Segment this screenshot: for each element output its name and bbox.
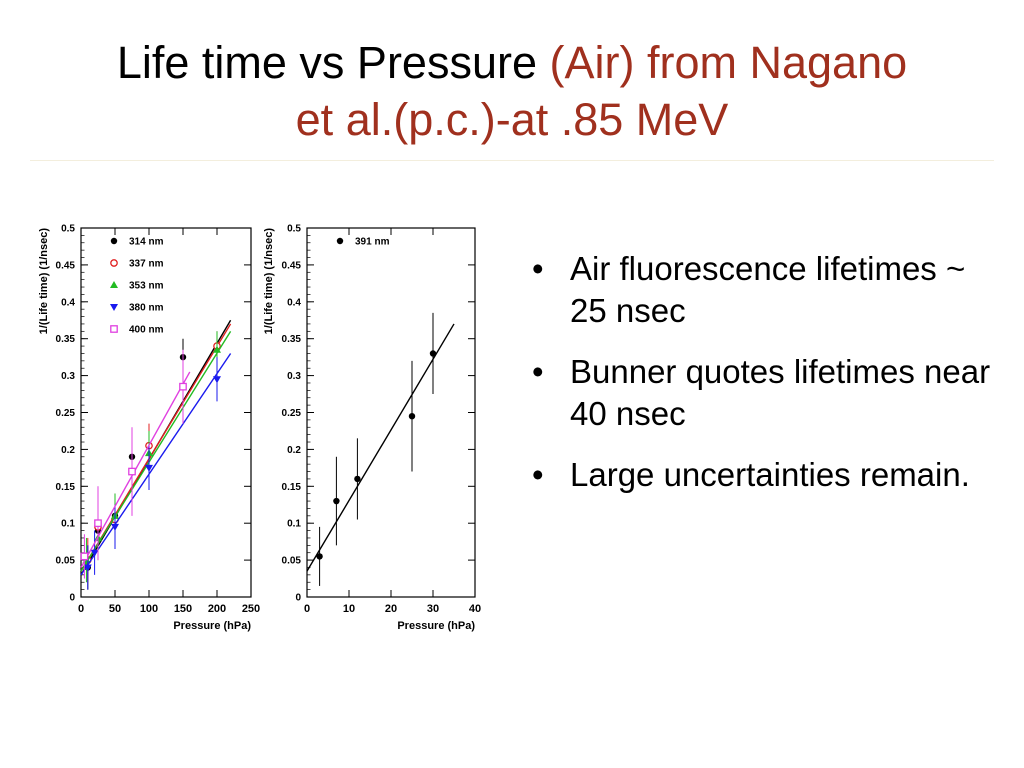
series-380-nm: [80, 353, 232, 590]
bullet-text: Large uncertainties remain.: [570, 456, 970, 493]
y-tick-label: 0.35: [56, 334, 76, 345]
x-tick-label: 100: [140, 603, 158, 615]
bullet-item: • Large uncertainties remain.: [530, 454, 1010, 496]
x-tick-label: 150: [174, 603, 192, 615]
data-point: [408, 412, 416, 420]
chart-figure: 0 0.05 0.1 0.15 0.2 0.25 0.3 0.35 0.4 0.45 0.5 0 50 1…: [38, 224, 481, 633]
title-divider: [30, 160, 994, 161]
data-point: [111, 523, 119, 531]
bullet-item: • Air fluorescence lifetimes ~ 25 nsec: [530, 248, 1010, 332]
bullet-text: Air fluorescence lifetimes ~ 25 nsec: [570, 250, 966, 329]
bullet-item: • Bunner quotes lifetimes near 40 nsec: [530, 351, 1010, 435]
data-point: [354, 475, 361, 483]
y-tick-label: 0.05: [282, 556, 302, 567]
x-tick-label: 250: [242, 603, 260, 615]
y-tick-label: 0.4: [287, 297, 301, 308]
y-tick-label: 0.35: [282, 334, 302, 345]
y-tick-label: 0.2: [287, 445, 301, 456]
y-tick-label: 0.15: [282, 482, 302, 493]
series-337-nm: [80, 323, 232, 583]
data-point: [336, 237, 344, 245]
bullet-dot-icon: •: [532, 250, 544, 287]
legend-label: 337 nm: [129, 259, 164, 270]
y-tick-label: 0.4: [61, 297, 75, 308]
plot-frame: [80, 227, 252, 598]
x-tick-label: 0: [78, 603, 84, 615]
data-point: [110, 325, 118, 333]
x-tick-label: 200: [208, 603, 226, 615]
data-point: [110, 281, 118, 288]
data-point: [333, 497, 340, 505]
data-point: [179, 382, 187, 391]
x-tick-label: 30: [427, 603, 439, 615]
legend-entry: 353 nm: [110, 281, 164, 292]
legend-entry: 337 nm: [110, 259, 164, 270]
y-tick-label: 0.1: [287, 519, 301, 530]
series-353-nm: [80, 330, 232, 583]
plot-frame: [306, 227, 476, 598]
y-tick-label: 0.1: [61, 519, 75, 530]
legend-entry: 400 nm: [110, 325, 164, 336]
y-tick-label: 0.3: [287, 371, 301, 382]
fit-line: [80, 353, 232, 576]
bullet-text: Bunner quotes lifetimes near 40 nsec: [570, 353, 991, 432]
title-main: Life time vs Pressure: [116, 37, 550, 88]
title-accent-line1: (Air) from Nagano: [549, 37, 908, 88]
chart-panel-2: 0 0.05 0.1 0.15 0.2 0.25 0.3 0.35 0.4 0.45 0.5 0 10 2…: [263, 224, 481, 633]
legend-label: 391 nm: [355, 237, 390, 248]
y-tick-label: 0.25: [56, 408, 76, 419]
data-point: [80, 552, 89, 561]
y-tick-label: 0.5: [61, 224, 75, 235]
data-point: [83, 564, 92, 572]
data-point: [110, 304, 118, 311]
x-tick-label: 50: [109, 603, 121, 615]
y-tick-label: 0.3: [61, 371, 75, 382]
fit-line: [306, 323, 455, 572]
data-point: [145, 464, 153, 472]
y-tick-label: 0.05: [56, 556, 76, 567]
data-point: [213, 345, 221, 353]
data-point: [110, 259, 118, 267]
legend-label: 380 nm: [129, 303, 164, 314]
bullet-list: • Air fluorescence lifetimes ~ 25 nsec • B…: [530, 248, 1010, 515]
legend-entry: 314 nm: [110, 237, 164, 248]
x-tick-label: 20: [385, 603, 397, 615]
y-tick-label: 0: [69, 593, 75, 604]
y-tick-label: 0: [295, 593, 301, 604]
x-tick-label: 10: [343, 603, 355, 615]
fit-line: [80, 330, 232, 572]
bullet-dot-icon: •: [532, 353, 544, 390]
x-tick-label: 0: [304, 603, 310, 615]
y-tick-label: 0.2: [61, 445, 75, 456]
data-point: [429, 350, 437, 357]
series-400-nm: [80, 349, 191, 579]
x-tick-label: 40: [469, 603, 481, 615]
y-tick-label: 0.15: [56, 482, 76, 493]
bullet-dot-icon: •: [532, 456, 544, 493]
data-point: [128, 467, 136, 476]
title-accent-line2: et al.(p.c.)-at .85 MeV: [295, 94, 729, 145]
chart-panel-1: 0 0.05 0.1 0.15 0.2 0.25 0.3 0.35 0.4 0.45 0.5 0 50 1…: [38, 224, 260, 633]
y-tick-label: 0.45: [56, 260, 76, 271]
y-axis-title: 1/(Life time) (1/nsec): [263, 228, 275, 335]
x-axis-title: Pressure (hPa): [397, 620, 475, 632]
data-point: [94, 519, 102, 528]
slide-title: Life time vs Pressure (Air) from Nagano …: [0, 34, 1024, 148]
legend-entry: 391 nm: [336, 237, 390, 248]
y-tick-label: 0.45: [282, 260, 302, 271]
y-tick-label: 0.25: [282, 408, 302, 419]
data-point: [90, 549, 99, 557]
data-point: [213, 376, 221, 384]
series-391-nm: [306, 312, 455, 586]
data-point: [316, 553, 323, 560]
data-point: [110, 237, 118, 245]
legend-label: 400 nm: [129, 325, 164, 336]
legend-label: 314 nm: [129, 237, 164, 248]
x-axis-title: Pressure (hPa): [173, 620, 251, 632]
legend-entry: 380 nm: [110, 303, 164, 314]
y-axis-title: 1/(Life time) (1/nsec): [38, 228, 50, 335]
y-tick-label: 0.5: [287, 224, 301, 235]
legend-label: 353 nm: [129, 281, 164, 292]
